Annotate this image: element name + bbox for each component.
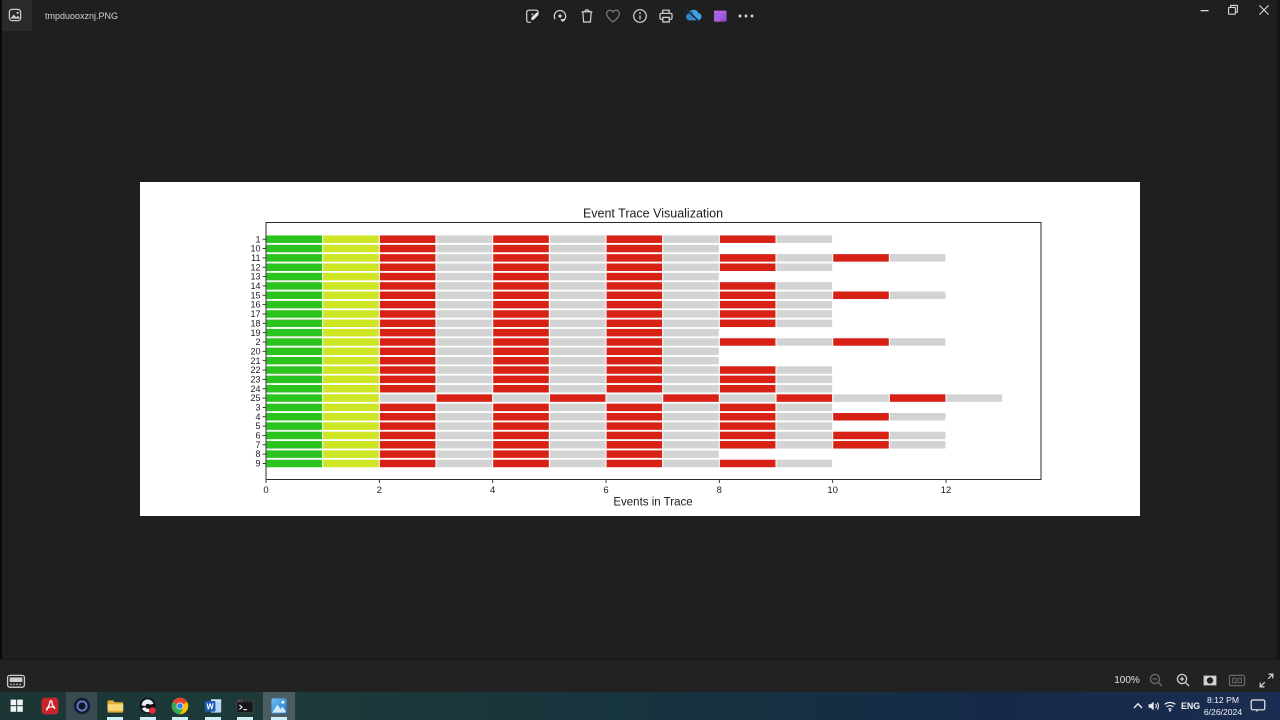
svg-text:10: 10 bbox=[250, 244, 260, 254]
svg-text:9: 9 bbox=[255, 459, 260, 469]
svg-text:4: 4 bbox=[255, 412, 260, 422]
svg-text:18: 18 bbox=[250, 318, 260, 328]
svg-text:14: 14 bbox=[250, 281, 260, 291]
svg-text:17: 17 bbox=[250, 309, 260, 319]
svg-text:0: 0 bbox=[263, 485, 268, 496]
svg-text:25: 25 bbox=[250, 393, 260, 403]
svg-text:2: 2 bbox=[377, 485, 382, 496]
svg-text:8: 8 bbox=[255, 449, 260, 459]
svg-text:11: 11 bbox=[251, 253, 260, 263]
svg-text:10: 10 bbox=[827, 485, 838, 496]
svg-text:Event Trace Visualization: Event Trace Visualization bbox=[583, 207, 723, 221]
svg-text:12: 12 bbox=[941, 485, 952, 496]
svg-text:24: 24 bbox=[250, 384, 260, 394]
svg-text:12: 12 bbox=[250, 262, 260, 272]
svg-text:4: 4 bbox=[490, 485, 495, 496]
svg-text:7: 7 bbox=[255, 440, 260, 450]
svg-text:1: 1 bbox=[255, 234, 260, 244]
svg-text:23: 23 bbox=[250, 374, 260, 384]
svg-text:Events in Trace: Events in Trace bbox=[613, 497, 692, 509]
svg-text:19: 19 bbox=[250, 328, 260, 338]
svg-text:21: 21 bbox=[250, 356, 260, 366]
svg-text:6: 6 bbox=[255, 431, 260, 441]
svg-text:2: 2 bbox=[255, 337, 260, 347]
svg-text:5: 5 bbox=[255, 421, 260, 431]
svg-text:22: 22 bbox=[250, 365, 260, 375]
svg-text:13: 13 bbox=[250, 272, 260, 282]
svg-text:20: 20 bbox=[250, 346, 260, 356]
svg-text:6: 6 bbox=[603, 485, 608, 496]
svg-text:8: 8 bbox=[717, 485, 722, 496]
svg-text:3: 3 bbox=[255, 403, 260, 413]
svg-text:15: 15 bbox=[250, 290, 260, 300]
svg-text:16: 16 bbox=[250, 300, 260, 310]
